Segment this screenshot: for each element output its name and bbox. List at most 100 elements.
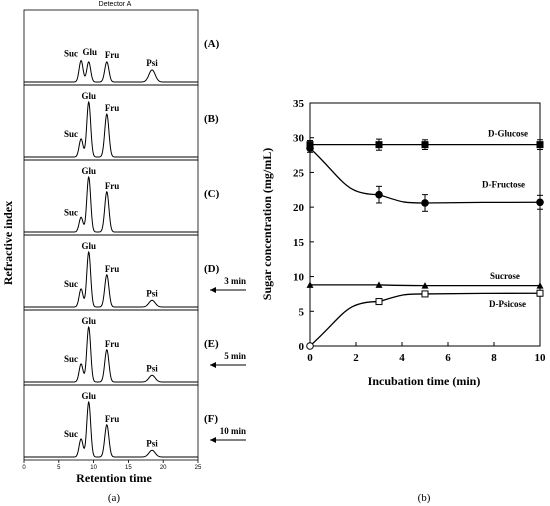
data-point [375, 141, 383, 149]
refractive-index-axis-label: Refractive index [1, 201, 15, 285]
peak-label-fru: Fru [105, 181, 120, 191]
series-sucrose [306, 281, 544, 289]
x-tick-label: 4 [399, 352, 405, 364]
peak-label-psi: Psi [146, 438, 158, 448]
peak-label-glu: Glu [81, 91, 96, 101]
chromatogram-trace [24, 175, 198, 233]
data-point [536, 289, 544, 297]
series-label-d-glucose: D-Glucose [488, 129, 528, 139]
panel-a-label: (a) [108, 492, 121, 504]
chromatogram-trace [24, 100, 198, 158]
peak-label-fru: Fru [105, 50, 120, 60]
annotation-arrowhead [210, 287, 216, 293]
series-line [309, 284, 540, 287]
x-tick-label: 0 [22, 465, 26, 471]
data-point [306, 144, 314, 152]
panel-letter: (C) [204, 188, 220, 200]
x-tick-label: 0 [307, 352, 313, 364]
y-tick-label: 20 [293, 202, 305, 214]
peak-label-glu: Glu [81, 241, 96, 251]
data-point [536, 198, 544, 207]
chromatogram-a: Suc Glu Fru Psi (A) [23, 9, 220, 86]
plot-frame [309, 102, 541, 347]
data-point [421, 141, 429, 149]
time-annotation: 10 min [220, 426, 246, 436]
series-d-fructose [306, 143, 544, 212]
data-point [375, 190, 383, 199]
peak-label-glu: Glu [81, 316, 96, 326]
peak-label-glu: Glu [82, 47, 97, 57]
series-line [309, 147, 541, 204]
panel-letter: (F) [204, 413, 218, 425]
peak-label-fru: Fru [105, 414, 120, 424]
x-tick-label: 8 [491, 352, 497, 364]
chromatogram-b: Suc Glu Fru (B) [23, 84, 219, 161]
peak-label-psi: Psi [146, 58, 158, 68]
chromatogram-frame [23, 9, 199, 86]
peak-label-glu: Glu [81, 166, 96, 176]
peak-label-fru: Fru [105, 103, 120, 113]
data-point [421, 290, 429, 298]
series-d-psicose [306, 289, 544, 350]
chromatogram-e: Suc Glu Fru Psi (E) 5 min [23, 309, 246, 386]
peak-label-psi: Psi [146, 288, 158, 298]
y-tick-label: 10 [293, 272, 305, 284]
x-tick-label: 15 [125, 465, 132, 471]
peak-label-suc: Suc [64, 129, 78, 139]
chromatogram-trace [24, 325, 198, 383]
concentration-panel: 0 5 10 15 20 25 30 35 0 2 4 6 8 10 D-Glucose D-Fructos… [260, 98, 546, 504]
x-tick-label: 2 [353, 352, 359, 364]
peak-label-suc: Suc [64, 279, 78, 289]
annotation-arrowhead [210, 437, 216, 443]
data-point [421, 282, 429, 289]
y-tick-label: 30 [293, 133, 305, 145]
chromatogram-panel: Detector A Suc Glu FruPsi(A)SucGluFru(B)Su… [1, 1, 246, 504]
x-tick-label: 20 [160, 465, 167, 471]
chromatogram-trace [24, 250, 198, 308]
x-tick-label: 10 [535, 352, 547, 364]
retention-time-axis-label: Retention time [76, 471, 152, 485]
peak-label-suc: Suc [64, 49, 78, 59]
x-tick-label: 25 [195, 465, 202, 471]
peak-label-psi: Psi [146, 363, 158, 373]
peak-label-fru: Fru [105, 339, 120, 349]
peak-label-suc: Suc [64, 429, 78, 439]
data-point [306, 342, 314, 350]
data-point [375, 281, 383, 288]
peak-label-suc: Suc [64, 354, 78, 364]
panel-letter: (E) [204, 338, 219, 350]
panel-letter: (A) [204, 38, 220, 50]
chromatogram-f: Suc Glu Fru Psi (F)10 min [23, 384, 246, 461]
series-d-glucose [306, 138, 544, 151]
series-label-sucrose: Sucrose [490, 271, 520, 281]
peak-label-suc: Suc [64, 207, 78, 217]
annotation-arrowhead [210, 362, 216, 368]
chromatogram-d: Suc Glu Fru Psi (D) 3 min [23, 234, 246, 311]
y-tick-label: 25 [293, 167, 305, 179]
data-point [536, 282, 544, 289]
x-tick-label: 10 [90, 465, 97, 471]
panel-b-label: (b) [418, 492, 431, 504]
x-tick-label: 5 [57, 465, 61, 471]
panel-letter: (D) [204, 263, 220, 275]
series-label-d-psicose: D-Psicose [489, 299, 526, 309]
detector-title: Detector A [99, 1, 132, 8]
data-point [536, 141, 544, 149]
y-tick-label: 0 [299, 341, 305, 353]
series-label-d-fructose: D-Fructose [482, 180, 525, 190]
time-annotation: 5 min [224, 351, 246, 361]
chromatogram-c: Suc Glu Fru (C) [23, 159, 220, 236]
sugar-concentration-axis-label: Sugar concentration (mg/mL) [260, 148, 274, 300]
chromatogram-trace [24, 59, 198, 83]
time-annotation: 3 min [224, 276, 246, 286]
chromatogram-trace [24, 400, 198, 458]
peak-label-glu: Glu [81, 391, 96, 401]
y-tick-label: 15 [293, 237, 305, 249]
series-line [309, 292, 541, 347]
data-point [375, 298, 383, 306]
y-tick-label: 35 [293, 98, 305, 110]
chromatogram-frame [23, 384, 199, 461]
peak-label-fru: Fru [105, 264, 120, 274]
x-tick-label: 6 [445, 352, 451, 364]
